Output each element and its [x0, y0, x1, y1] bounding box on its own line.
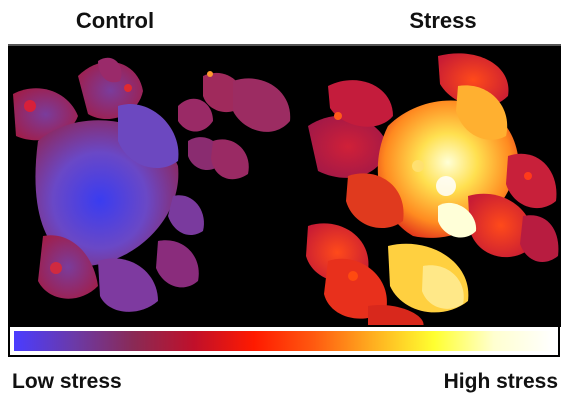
leaf-heatmap-graphic — [13, 53, 559, 327]
colorbar-gradient — [14, 331, 554, 351]
high-stress-label: High stress — [443, 370, 558, 393]
low-stress-label: Low stress — [12, 370, 122, 393]
stress-plant — [306, 53, 559, 327]
stress-colorbar — [8, 325, 560, 357]
stress-title: Stress — [409, 8, 477, 33]
control-plant — [13, 57, 291, 312]
control-title: Control — [75, 8, 155, 33]
thermal-leaf-image — [8, 44, 561, 327]
